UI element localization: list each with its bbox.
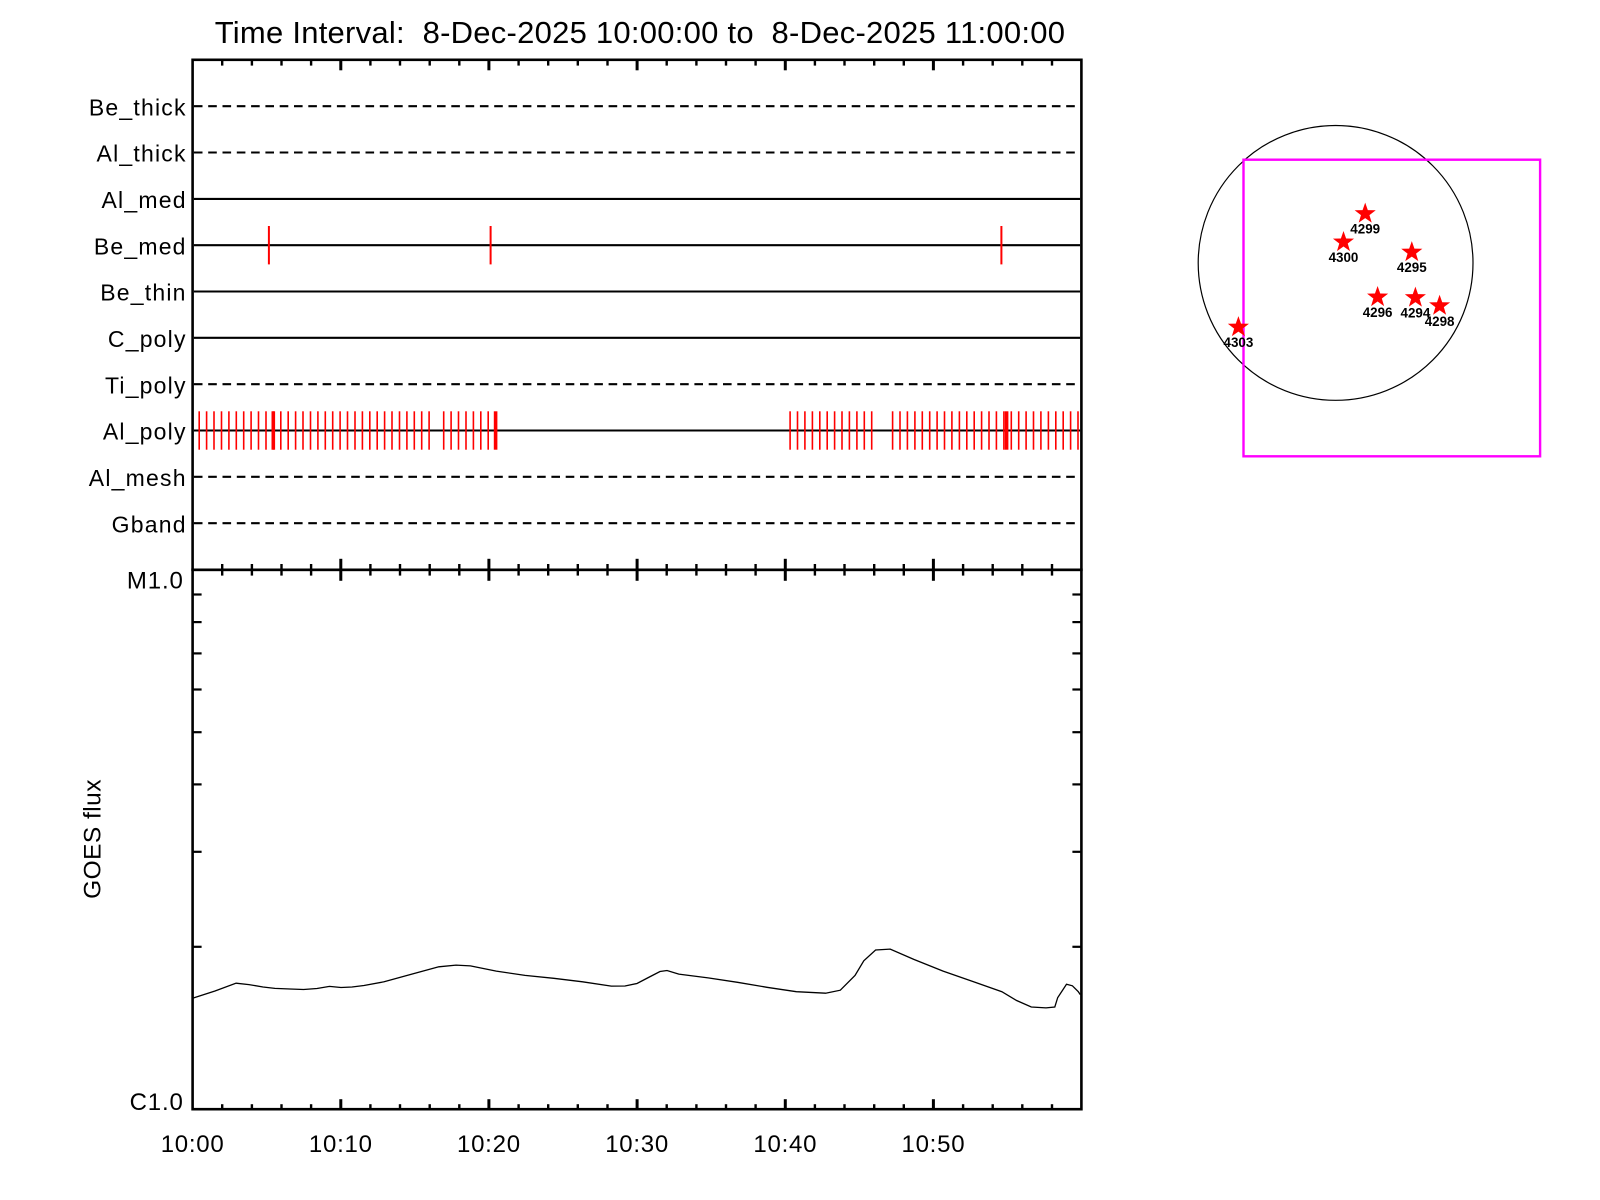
svg-text:Al_poly: Al_poly: [103, 419, 187, 445]
svg-text:4299: 4299: [1350, 222, 1380, 237]
svg-text:4295: 4295: [1397, 260, 1427, 275]
svg-text:4296: 4296: [1363, 305, 1393, 320]
svg-text:10:20: 10:20: [457, 1131, 521, 1158]
svg-text:GOES flux: GOES flux: [80, 779, 107, 899]
svg-text:Al_thick: Al_thick: [97, 141, 187, 167]
svg-text:C1.0: C1.0: [130, 1089, 184, 1116]
svg-text:Al_med: Al_med: [102, 187, 187, 213]
svg-text:Al_mesh: Al_mesh: [89, 465, 187, 491]
svg-text:4303: 4303: [1224, 335, 1254, 350]
svg-text:Be_med: Be_med: [94, 233, 187, 259]
svg-text:10:10: 10:10: [309, 1131, 373, 1158]
svg-text:4294: 4294: [1401, 306, 1431, 321]
svg-text:10:30: 10:30: [605, 1131, 669, 1158]
svg-text:4298: 4298: [1425, 314, 1455, 329]
svg-text:Be_thick: Be_thick: [89, 94, 187, 120]
svg-text:10:50: 10:50: [901, 1131, 965, 1158]
svg-text:Ti_poly: Ti_poly: [105, 372, 187, 398]
svg-text:Gband: Gband: [112, 511, 187, 537]
svg-text:10:40: 10:40: [753, 1131, 817, 1158]
svg-text:4300: 4300: [1329, 250, 1359, 265]
svg-text:Time Interval: 8-Dec-2025 10:: Time Interval: 8-Dec-2025 10:00:00 to 8-…: [215, 15, 1066, 50]
svg-text:Be_thin: Be_thin: [100, 280, 186, 306]
svg-text:10:00: 10:00: [161, 1131, 225, 1158]
svg-text:M1.0: M1.0: [127, 568, 184, 595]
svg-text:C_poly: C_poly: [108, 326, 187, 352]
